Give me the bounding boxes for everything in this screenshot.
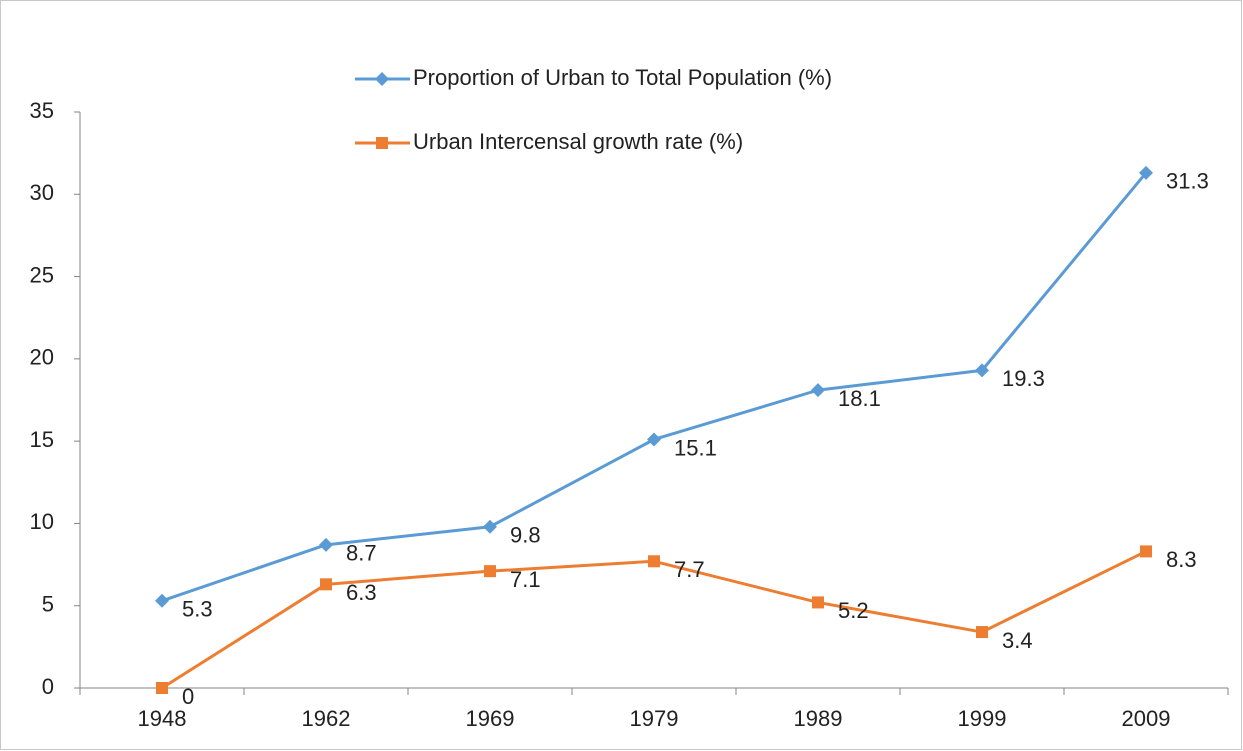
marker <box>975 363 989 378</box>
data-label: 3.4 <box>1002 628 1033 653</box>
x-tick-label: 1948 <box>138 706 187 731</box>
marker <box>976 626 988 639</box>
marker <box>375 72 389 86</box>
data-label: 7.7 <box>674 557 705 582</box>
data-label: 8.3 <box>1166 547 1197 572</box>
y-tick-label: 5 <box>42 592 54 617</box>
marker <box>648 555 660 568</box>
marker <box>647 432 661 447</box>
x-tick-label: 1962 <box>302 706 351 731</box>
y-tick-label: 35 <box>30 98 54 123</box>
y-tick-label: 20 <box>30 345 54 370</box>
marker <box>812 596 824 609</box>
y-tick-label: 30 <box>30 180 54 205</box>
data-label: 5.3 <box>182 597 213 622</box>
y-tick-label: 0 <box>42 674 54 699</box>
data-label: 6.3 <box>346 580 377 605</box>
data-label: 18.1 <box>838 386 881 411</box>
legend-label: Proportion of Urban to Total Population … <box>413 65 832 90</box>
y-tick-label: 25 <box>30 262 54 287</box>
data-label: 9.8 <box>510 523 541 548</box>
marker <box>319 537 333 552</box>
x-tick-label: 1989 <box>794 706 843 731</box>
x-tick-label: 2009 <box>1122 706 1171 731</box>
marker <box>156 682 168 694</box>
data-label: 8.7 <box>346 541 377 566</box>
marker <box>155 593 169 608</box>
marker <box>320 578 332 591</box>
marker <box>1140 545 1152 558</box>
legend-label: Urban Intercensal growth rate (%) <box>413 129 743 154</box>
marker <box>484 565 496 578</box>
data-label: 0 <box>182 684 194 709</box>
marker <box>811 383 825 398</box>
x-tick-label: 1979 <box>630 706 679 731</box>
x-tick-label: 1969 <box>466 706 515 731</box>
y-tick-label: 10 <box>30 509 54 534</box>
data-label: 19.3 <box>1002 366 1045 391</box>
data-label: 31.3 <box>1166 169 1209 194</box>
marker <box>483 519 497 534</box>
data-label: 15.1 <box>674 435 717 460</box>
marker <box>1139 165 1153 180</box>
data-label: 5.2 <box>838 598 869 623</box>
data-label: 7.1 <box>510 567 541 592</box>
y-tick-label: 15 <box>30 427 54 452</box>
x-tick-label: 1999 <box>958 706 1007 731</box>
marker <box>376 137 388 149</box>
